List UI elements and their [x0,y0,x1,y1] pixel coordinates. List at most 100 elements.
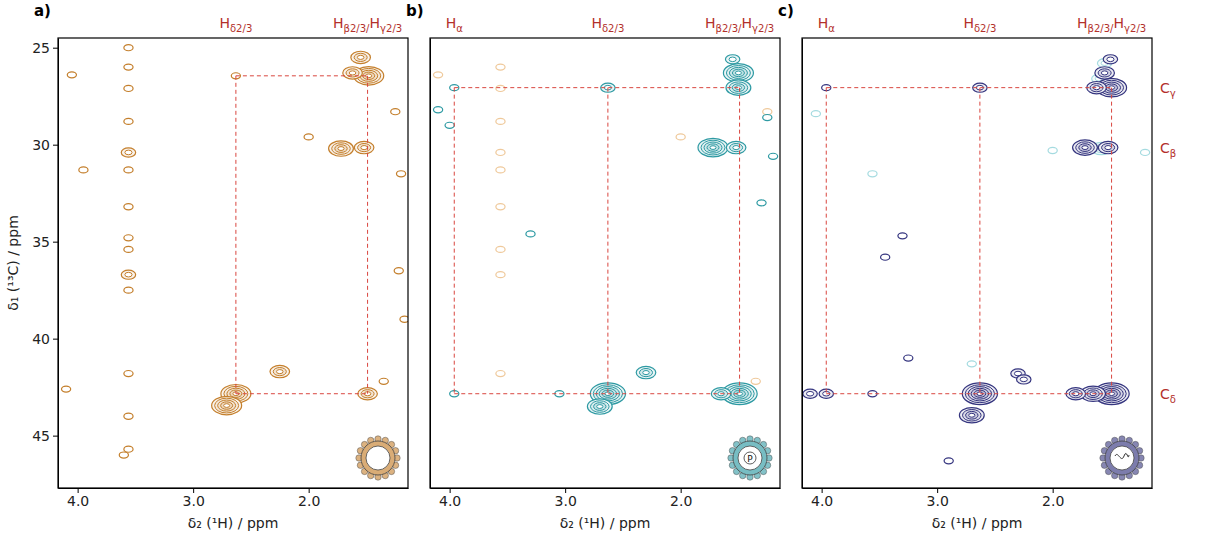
tick-label: 2.0 [670,493,692,509]
peak [121,148,135,157]
y-axis [430,39,431,489]
contour-ring [79,167,88,173]
peak [124,446,133,452]
contour-ring [639,368,652,376]
label-main: H [591,15,602,31]
tick-mark [53,145,58,146]
contour-ring [1098,69,1111,77]
peak [445,122,454,128]
label-main: H [1077,15,1088,31]
contour-ring [335,145,347,153]
contour-ring [591,401,610,413]
contour-ring [445,122,454,128]
peak [1095,67,1115,79]
guide-line [826,393,1111,394]
peak [124,64,133,70]
tick-mark [53,48,58,49]
contour-ring [1048,147,1057,153]
peak [1066,388,1086,400]
contour-ring [1140,149,1149,155]
contour-ring [729,57,736,62]
contour-ring [735,71,741,75]
tick-mark [53,339,58,340]
label-main: H [1114,15,1125,31]
carbon-annotation: Cγ [1160,80,1176,99]
peak [61,386,70,392]
contour-ring [966,411,978,419]
icon-part [733,441,767,475]
peak [124,118,133,124]
contour-ring [1076,142,1095,154]
tick-label: 4.0 [67,493,89,509]
contour-ring [1102,143,1115,151]
contour-ring [811,111,820,117]
peak [959,408,984,423]
x-axis-title: δ₂ (¹H) / ppm [560,515,651,531]
contour-ring [768,153,777,159]
peak [396,171,405,177]
label-subscript: β2/3/ [343,23,370,34]
guide-line [454,87,739,88]
peak [868,171,877,177]
label-main: H [818,15,829,31]
peak [270,365,290,377]
tick-label: 2.0 [298,493,320,509]
tick-label: 30 [32,137,50,153]
peak [124,167,133,173]
guide-line [454,88,455,394]
panel-label: b) [406,2,424,20]
panel: 4.03.02.0 [802,38,1153,509]
x-axis: 4.03.02.0 [803,488,1153,509]
contour-ring [1107,57,1114,62]
peak [124,204,133,210]
contour-ring [332,143,351,155]
contour-ring [124,413,133,419]
contour-ring [806,391,813,396]
contour-ring [61,386,70,392]
peak [67,72,76,78]
peak [768,153,777,159]
tick: 25 [32,40,58,56]
contour-ring [394,268,403,274]
panel-label: c) [778,2,794,20]
contour-ring [587,399,612,414]
contour-ring [124,371,133,377]
contour-ring [643,371,650,375]
label-subscript: δ2/3 [974,23,996,34]
peak [400,316,408,322]
y-axis: 2530354045 [32,39,58,489]
peak [676,134,685,140]
peak [1048,147,1057,153]
sample-icon: P [728,436,772,480]
contour-ring [496,85,505,91]
peak-annotation: Hβ2/3/Hγ2/3 [705,15,774,34]
y-axis [802,39,803,489]
plot-background [430,38,780,488]
contour-ring [732,84,744,92]
icon-part [366,446,390,470]
contour-ring [1073,140,1098,155]
contour-ring [496,167,505,173]
peak [1017,375,1031,384]
contour-ring [124,167,133,173]
label-subscript: γ [1170,88,1176,99]
tick-mark [53,242,58,243]
contour-ring [224,404,230,408]
tick: 2.0 [298,488,320,509]
label-main: H [219,15,230,31]
peak [1087,82,1107,94]
axis-line [803,488,1153,489]
label-main: H [963,15,974,31]
tick-label: 45 [32,428,50,444]
contour-ring [391,109,400,115]
contour-ring [496,118,505,124]
label-subscript: γ2/3 [1124,23,1146,34]
tick: 4.0 [67,488,89,509]
contour-ring [1087,82,1107,94]
contour-ring [1095,67,1115,79]
tick: 3.0 [183,488,205,509]
label-subscript: α [456,23,463,34]
peak-annotation: Hδ2/3 [591,15,624,34]
peak [354,141,374,153]
peak [433,107,442,113]
